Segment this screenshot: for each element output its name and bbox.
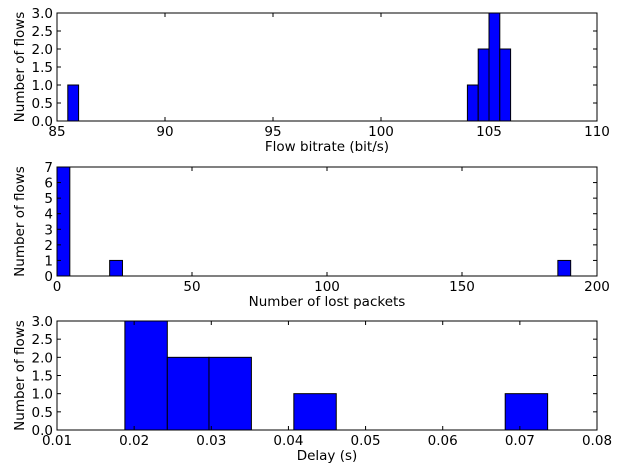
y-tick-label-2-7: 6 <box>44 176 53 192</box>
y-tick-label-1-2: 0.5 <box>32 96 53 112</box>
bar-3-2 <box>166 356 210 431</box>
y-tick-label-1-5: 2.0 <box>32 42 53 58</box>
x-tick-label-3-2: 0.02 <box>119 433 149 449</box>
chart-panel-1: 85 90 95 100 105 110 0.0 0.5 1.0 1.5 2.0 2.5 3.0 Flow… <box>12 6 610 155</box>
x-tick-label-1-6: 110 <box>584 124 610 140</box>
y-tick-label-3-5: 2.0 <box>32 350 53 366</box>
bar-1-5 <box>499 48 512 122</box>
bar-3-10 <box>504 393 549 431</box>
y-tick-label-3-3: 1.0 <box>32 387 53 403</box>
y-tick-label-3-4: 1.5 <box>32 369 53 385</box>
y-tick-label-2-4: 3 <box>44 222 53 238</box>
x-tick-label-1-3: 95 <box>264 124 281 140</box>
x-tick-label-1-2: 90 <box>156 124 173 140</box>
y-tick-label-1-7: 3.0 <box>32 6 53 22</box>
x-tick-label-3-5: 0.05 <box>351 433 381 449</box>
y-tick-label-2-1: 0 <box>44 269 53 285</box>
bar-2-2 <box>109 259 123 277</box>
x-tick-label-1-5: 105 <box>476 124 502 140</box>
bar-3-1 <box>124 320 168 431</box>
y-tick-label-3-7: 3.0 <box>32 314 53 330</box>
bar-3-3 <box>208 356 252 431</box>
y-tick-label-2-2: 1 <box>44 253 53 269</box>
x-tick-label-3-7: 0.07 <box>505 433 535 449</box>
x-axis-label-1: Flow bitrate (bit/s) <box>265 139 389 155</box>
x-tick-label-3-1: 0.01 <box>42 433 72 449</box>
y-tick-label-1-6: 2.5 <box>32 24 53 40</box>
x-axis-label-3: Delay (s) <box>297 448 358 464</box>
x-tick-label-2-4: 150 <box>449 279 475 295</box>
x-tick-label-2-5: 200 <box>584 279 610 295</box>
x-tick-label-2-3: 100 <box>314 279 340 295</box>
y-tick-label-3-2: 0.5 <box>32 405 53 421</box>
y-tick-label-1-1: 0.0 <box>32 114 53 130</box>
x-tick-label-3-6: 0.06 <box>428 433 458 449</box>
bar-2-1 <box>56 166 71 277</box>
bar-1-4 <box>488 12 501 122</box>
bar-1-2 <box>466 84 479 122</box>
plot-frame-2 <box>56 166 598 277</box>
y-axis-label-2: Number of flows <box>12 166 28 277</box>
y-axis-label-3: Number of flows <box>12 320 28 431</box>
plot-frame-1 <box>56 12 598 122</box>
bar-2-3 <box>557 259 572 277</box>
y-tick-label-2-5: 4 <box>44 207 53 223</box>
y-tick-label-3-6: 2.5 <box>32 332 53 348</box>
y-tick-label-1-4: 1.5 <box>32 60 53 76</box>
y-tick-label-2-8: 7 <box>44 160 53 176</box>
bar-1-3 <box>477 48 490 122</box>
bar-3-5 <box>293 393 337 431</box>
x-tick-label-3-3: 0.03 <box>196 433 226 449</box>
y-tick-label-2-6: 5 <box>44 191 53 207</box>
x-tick-label-1-4: 100 <box>368 124 394 140</box>
bar-1-1 <box>67 84 80 122</box>
x-tick-label-1-1: 85 <box>48 124 65 140</box>
y-tick-label-3-1: 0.0 <box>32 423 53 439</box>
y-tick-label-2-3: 2 <box>44 238 53 254</box>
x-tick-label-3-4: 0.04 <box>273 433 303 449</box>
x-axis-label-2: Number of lost packets <box>249 294 406 310</box>
x-tick-label-3-8: 0.08 <box>582 433 612 449</box>
chart-panel-3: 0.01 0.02 0.03 0.04 0.05 0.06 0.07 0.08 0.0 0.5 1.… <box>12 314 612 464</box>
y-axis-label-1: Number of flows <box>12 12 28 123</box>
y-tick-label-1-3: 1.0 <box>32 78 53 94</box>
x-tick-label-2-1: 0 <box>53 279 62 295</box>
x-tick-label-2-2: 50 <box>183 279 200 295</box>
